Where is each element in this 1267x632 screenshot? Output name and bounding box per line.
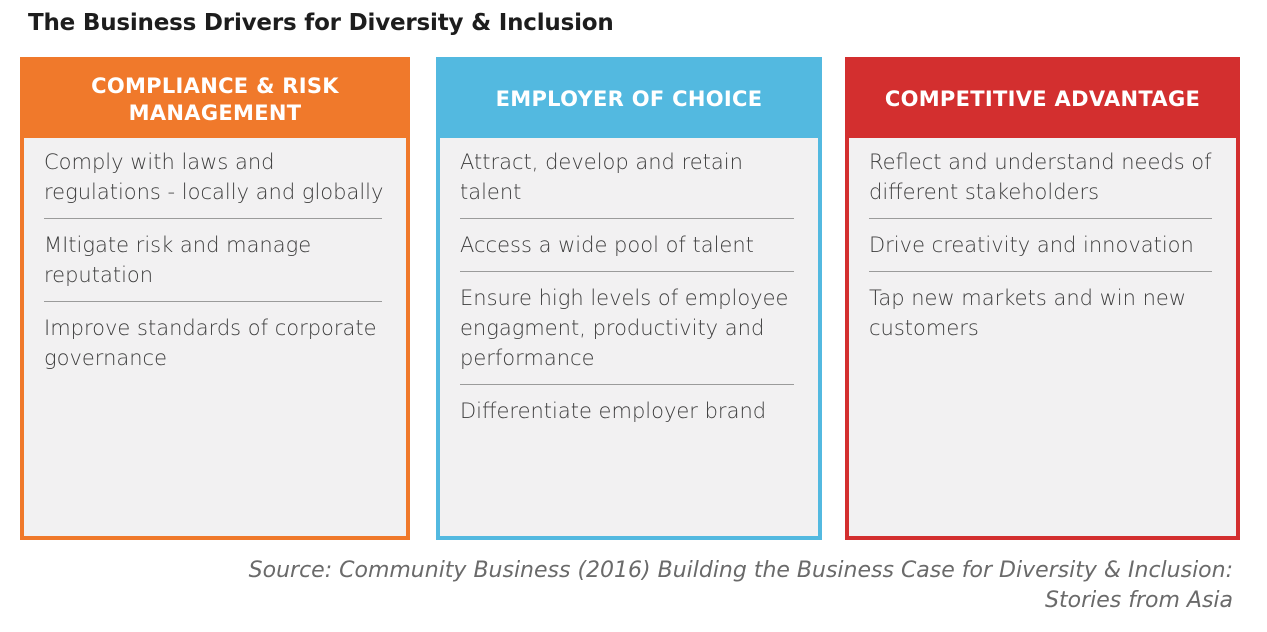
list-item: Access a wide pool of talent bbox=[460, 233, 754, 257]
column-body-compliance-risk-management: Comply with laws and regulations - local… bbox=[24, 138, 406, 536]
list-item: MItigate risk and manage reputation bbox=[44, 233, 312, 287]
column-employer-of-choice: EMPLOYER OF CHOICE Attract, develop and … bbox=[436, 57, 822, 540]
page-title: The Business Drivers for Diversity & Inc… bbox=[28, 10, 614, 36]
source-citation-line2: Stories from Asia bbox=[1045, 588, 1233, 613]
column-body-competitive-advantage: Reflect and understand needs of differen… bbox=[849, 138, 1236, 536]
item-divider bbox=[460, 384, 794, 385]
list-item: Differentiate employer brand bbox=[460, 399, 767, 423]
item-divider bbox=[869, 218, 1212, 219]
column-header-competitive-advantage: COMPETITIVE ADVANTAGE bbox=[849, 61, 1236, 138]
source-citation-line1: Source: Community Business (2016) Buildi… bbox=[248, 558, 1233, 583]
item-divider bbox=[869, 271, 1212, 272]
column-body-employer-of-choice: Attract, develop and retain talent Acces… bbox=[440, 138, 818, 536]
item-divider bbox=[44, 218, 382, 219]
list-item: Ensure high levels of employee engagment… bbox=[460, 286, 789, 370]
list-item: Drive creativity and innovation bbox=[869, 233, 1194, 257]
item-divider bbox=[460, 271, 794, 272]
column-competitive-advantage: COMPETITIVE ADVANTAGE Reflect and unders… bbox=[845, 57, 1240, 540]
list-item: Improve standards of corporate governanc… bbox=[44, 316, 377, 370]
list-item: Tap new markets and win new customers bbox=[869, 286, 1187, 340]
column-header-employer-of-choice: EMPLOYER OF CHOICE bbox=[440, 61, 818, 138]
item-divider bbox=[44, 301, 382, 302]
column-compliance-risk-management: COMPLIANCE & RISK MANAGEMENT Comply with… bbox=[20, 57, 410, 540]
column-header-compliance-risk-management: COMPLIANCE & RISK MANAGEMENT bbox=[24, 61, 406, 138]
list-item: Comply with laws and regulations - local… bbox=[44, 150, 384, 204]
list-item: Attract, develop and retain talent bbox=[460, 150, 743, 204]
list-item: Reflect and understand needs of differen… bbox=[869, 150, 1212, 204]
source-citation: Source: Community Business (2016) Buildi… bbox=[73, 556, 1233, 616]
item-divider bbox=[460, 218, 794, 219]
